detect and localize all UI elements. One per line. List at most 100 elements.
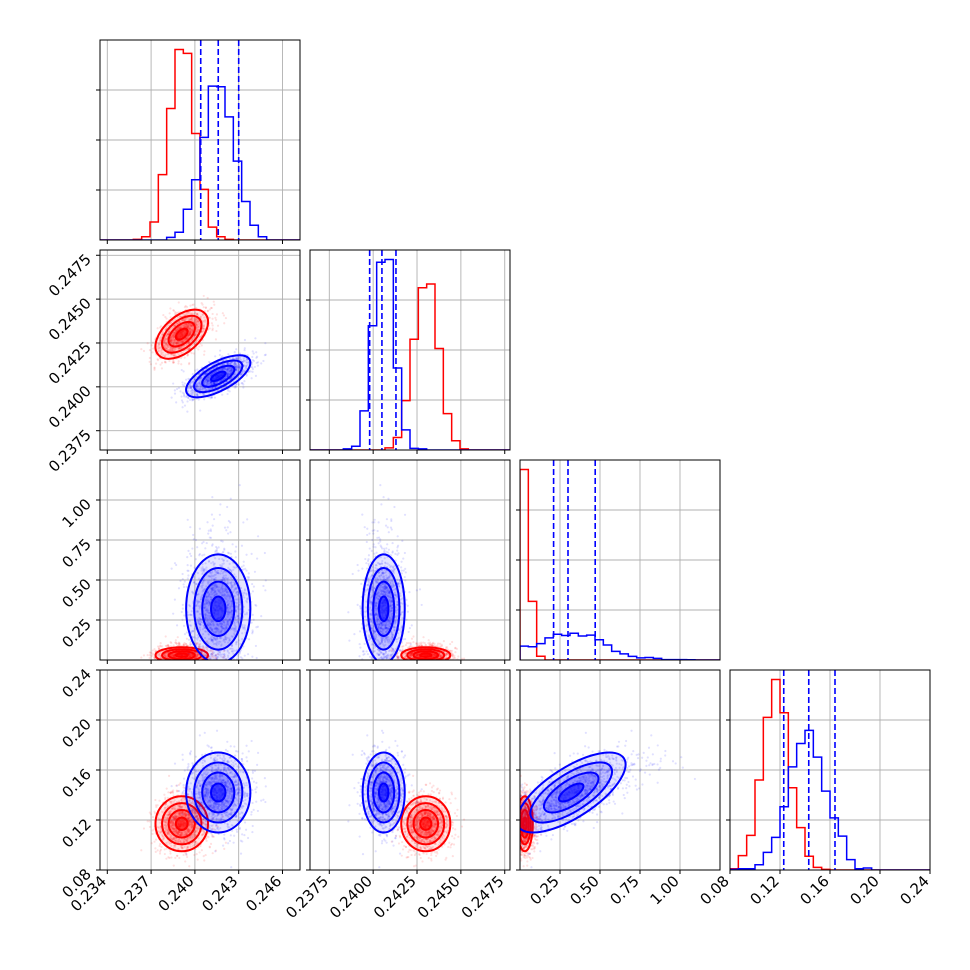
scatter-point [189,324,192,327]
scatter-point [184,325,188,328]
scatter-point [188,332,191,335]
scatter-point [196,313,199,316]
scatter-point [192,380,195,383]
scatter-point [195,384,199,388]
scatter-point [166,345,169,348]
scatter-point [210,513,214,516]
scatter-point [190,339,194,342]
scatter-point [189,333,192,336]
scatter-point [195,386,198,389]
scatter-point [225,368,229,371]
scatter-point [178,346,181,350]
scatter-point [234,378,237,381]
scatter-point [212,624,215,627]
scatter-point [206,379,209,382]
scatter-point [190,324,193,327]
scatter-point [195,339,198,342]
scatter-point [245,364,248,367]
scatter-point [193,333,197,336]
scatter-point [173,598,176,601]
scatter-point [170,353,173,356]
scatter-point [233,373,236,376]
scatter-point [160,352,163,356]
scatter-point [153,368,156,371]
scatter-point [201,386,204,390]
scatter-point [181,618,184,621]
scatter-point [208,377,211,380]
scatter-point [151,653,155,656]
scatter-point [174,641,177,644]
scatter-point [228,366,231,369]
scatter-point [195,346,198,349]
scatter-point [192,533,195,537]
scatter-point [177,353,180,356]
scatter-point [196,654,199,658]
scatter-point [189,654,192,657]
scatter-point [188,386,191,389]
scatter-point [202,381,205,384]
scatter-point [177,342,180,345]
scatter-point [172,347,175,350]
scatter-point [230,369,234,372]
scatter-point [223,362,226,366]
scatter-point [242,383,245,386]
scatter-point [190,386,193,390]
scatter-point [172,361,175,364]
scatter-point [157,647,160,651]
scatter-point [151,351,154,354]
scatter-point [189,333,193,336]
scatter-point [190,318,193,321]
scatter-point [228,372,231,375]
scatter-point [188,655,191,658]
scatter-point [188,655,192,658]
scatter-point [208,308,211,311]
scatter-point [195,582,198,586]
scatter-point [157,342,160,345]
scatter-point [233,362,236,366]
scatter-point [194,340,198,343]
scatter-point [202,393,206,396]
scatter-point [237,383,241,386]
scatter-point [179,390,182,393]
scatter-point [208,316,211,319]
scatter-point [235,657,239,660]
scatter-point [188,324,192,327]
scatter-point [224,358,227,361]
scatter-point [179,325,182,328]
y-tick-label: 0.50 [58,575,94,611]
scatter-point [188,322,191,326]
scatter-point [198,388,202,391]
scatter-point [167,331,171,334]
scatter-point [211,524,214,527]
scatter-point [197,324,200,327]
scatter-point [187,333,191,337]
scatter-point [211,367,214,371]
scatter-point [202,386,205,389]
scatter-point [191,317,194,320]
scatter-point [183,384,186,387]
scatter-point [254,337,257,340]
scatter-point [196,385,199,389]
scatter-point [198,643,201,646]
scatter-point [203,323,206,326]
scatter-point [199,642,202,646]
scatter-point [214,656,217,659]
scatter-point [206,381,209,384]
scatter-point [241,632,244,635]
scatter-point [190,329,193,332]
scatter-point [220,367,224,370]
scatter-point [201,313,204,316]
scatter-point [202,325,205,328]
scatter-point [191,303,194,307]
scatter-point [182,643,185,647]
scatter-point [167,333,170,336]
scatter-point [183,325,186,328]
scatter-point [215,549,219,552]
scatter-point [181,324,184,327]
scatter-point [207,375,210,378]
scatter-point [215,547,219,550]
scatter-point [177,347,180,350]
y-tick-label: 0.2375 [45,426,95,476]
scatter-point [183,633,187,636]
